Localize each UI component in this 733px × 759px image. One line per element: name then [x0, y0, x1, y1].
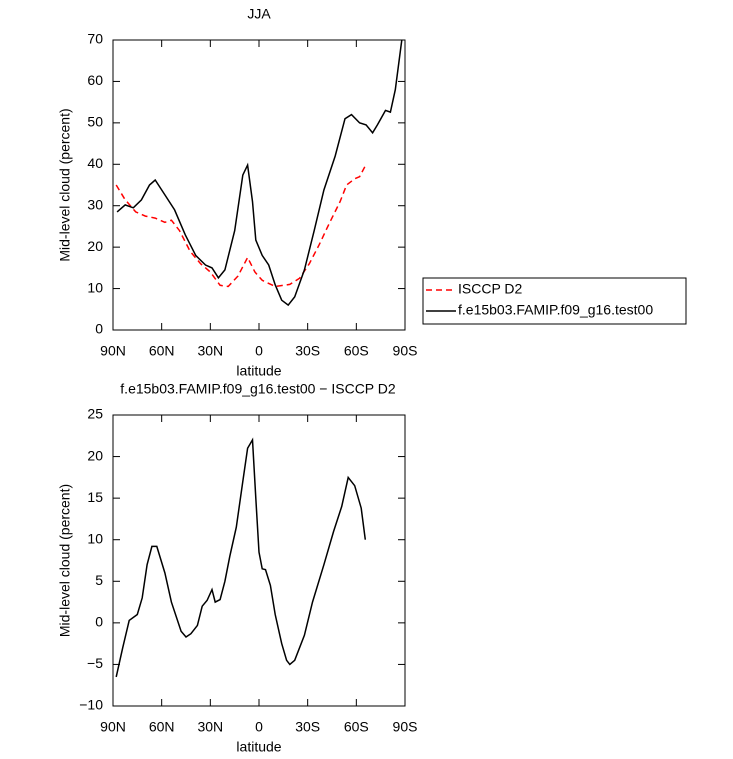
plot-frame	[112, 414, 406, 707]
x-tick-label: 30N	[197, 343, 223, 359]
x-tick-label: 60N	[149, 343, 175, 359]
y-tick-label: 15	[87, 489, 103, 505]
y-axis-label: Mid-level cloud (percent)	[57, 484, 73, 637]
x-axis-label: latitude	[236, 739, 281, 755]
x-tick-label: 0	[255, 719, 263, 735]
legend-label: ISCCP D2	[458, 281, 523, 297]
chart-title: JJA	[247, 6, 271, 22]
chart-title: f.e15b03.FAMIP.f09_g16.test00 − ISCCP D2	[120, 381, 396, 397]
x-tick-label: 60S	[344, 719, 369, 735]
x-tick-label: 30S	[295, 719, 320, 735]
x-tick-label: 90N	[100, 343, 126, 359]
y-tick-label: 20	[87, 238, 103, 254]
legend-box	[422, 277, 687, 325]
data-line	[115, 437, 367, 678]
y-tick-label: 5	[95, 572, 103, 588]
data-line	[116, 39, 403, 307]
y-tick-label: 25	[87, 406, 103, 422]
x-tick-label: 60N	[149, 719, 175, 735]
y-tick-label: 60	[87, 72, 103, 88]
x-axis-label: latitude	[236, 363, 281, 379]
y-tick-label: 70	[87, 31, 103, 47]
y-tick-label: −10	[79, 697, 103, 713]
y-tick-label: 0	[95, 321, 103, 337]
y-tick-label: 10	[87, 279, 103, 295]
x-tick-label: 90S	[393, 343, 418, 359]
x-tick-label: 30N	[197, 719, 223, 735]
y-tick-label: 50	[87, 114, 103, 130]
x-tick-label: 60S	[344, 343, 369, 359]
y-tick-label: −5	[87, 655, 103, 671]
y-tick-label: 10	[87, 530, 103, 546]
legend-label: f.e15b03.FAMIP.f09_g16.test00	[458, 302, 653, 318]
y-tick-label: 40	[87, 155, 103, 171]
x-tick-label: 90S	[393, 719, 418, 735]
x-tick-label: 90N	[100, 719, 126, 735]
x-tick-label: 0	[255, 343, 263, 359]
plot-frame	[112, 39, 406, 331]
y-axis-label: Mid-level cloud (percent)	[57, 108, 73, 261]
y-tick-label: 30	[87, 196, 103, 212]
y-tick-label: 20	[87, 447, 103, 463]
x-tick-label: 30S	[295, 343, 320, 359]
y-tick-label: 0	[95, 614, 103, 630]
